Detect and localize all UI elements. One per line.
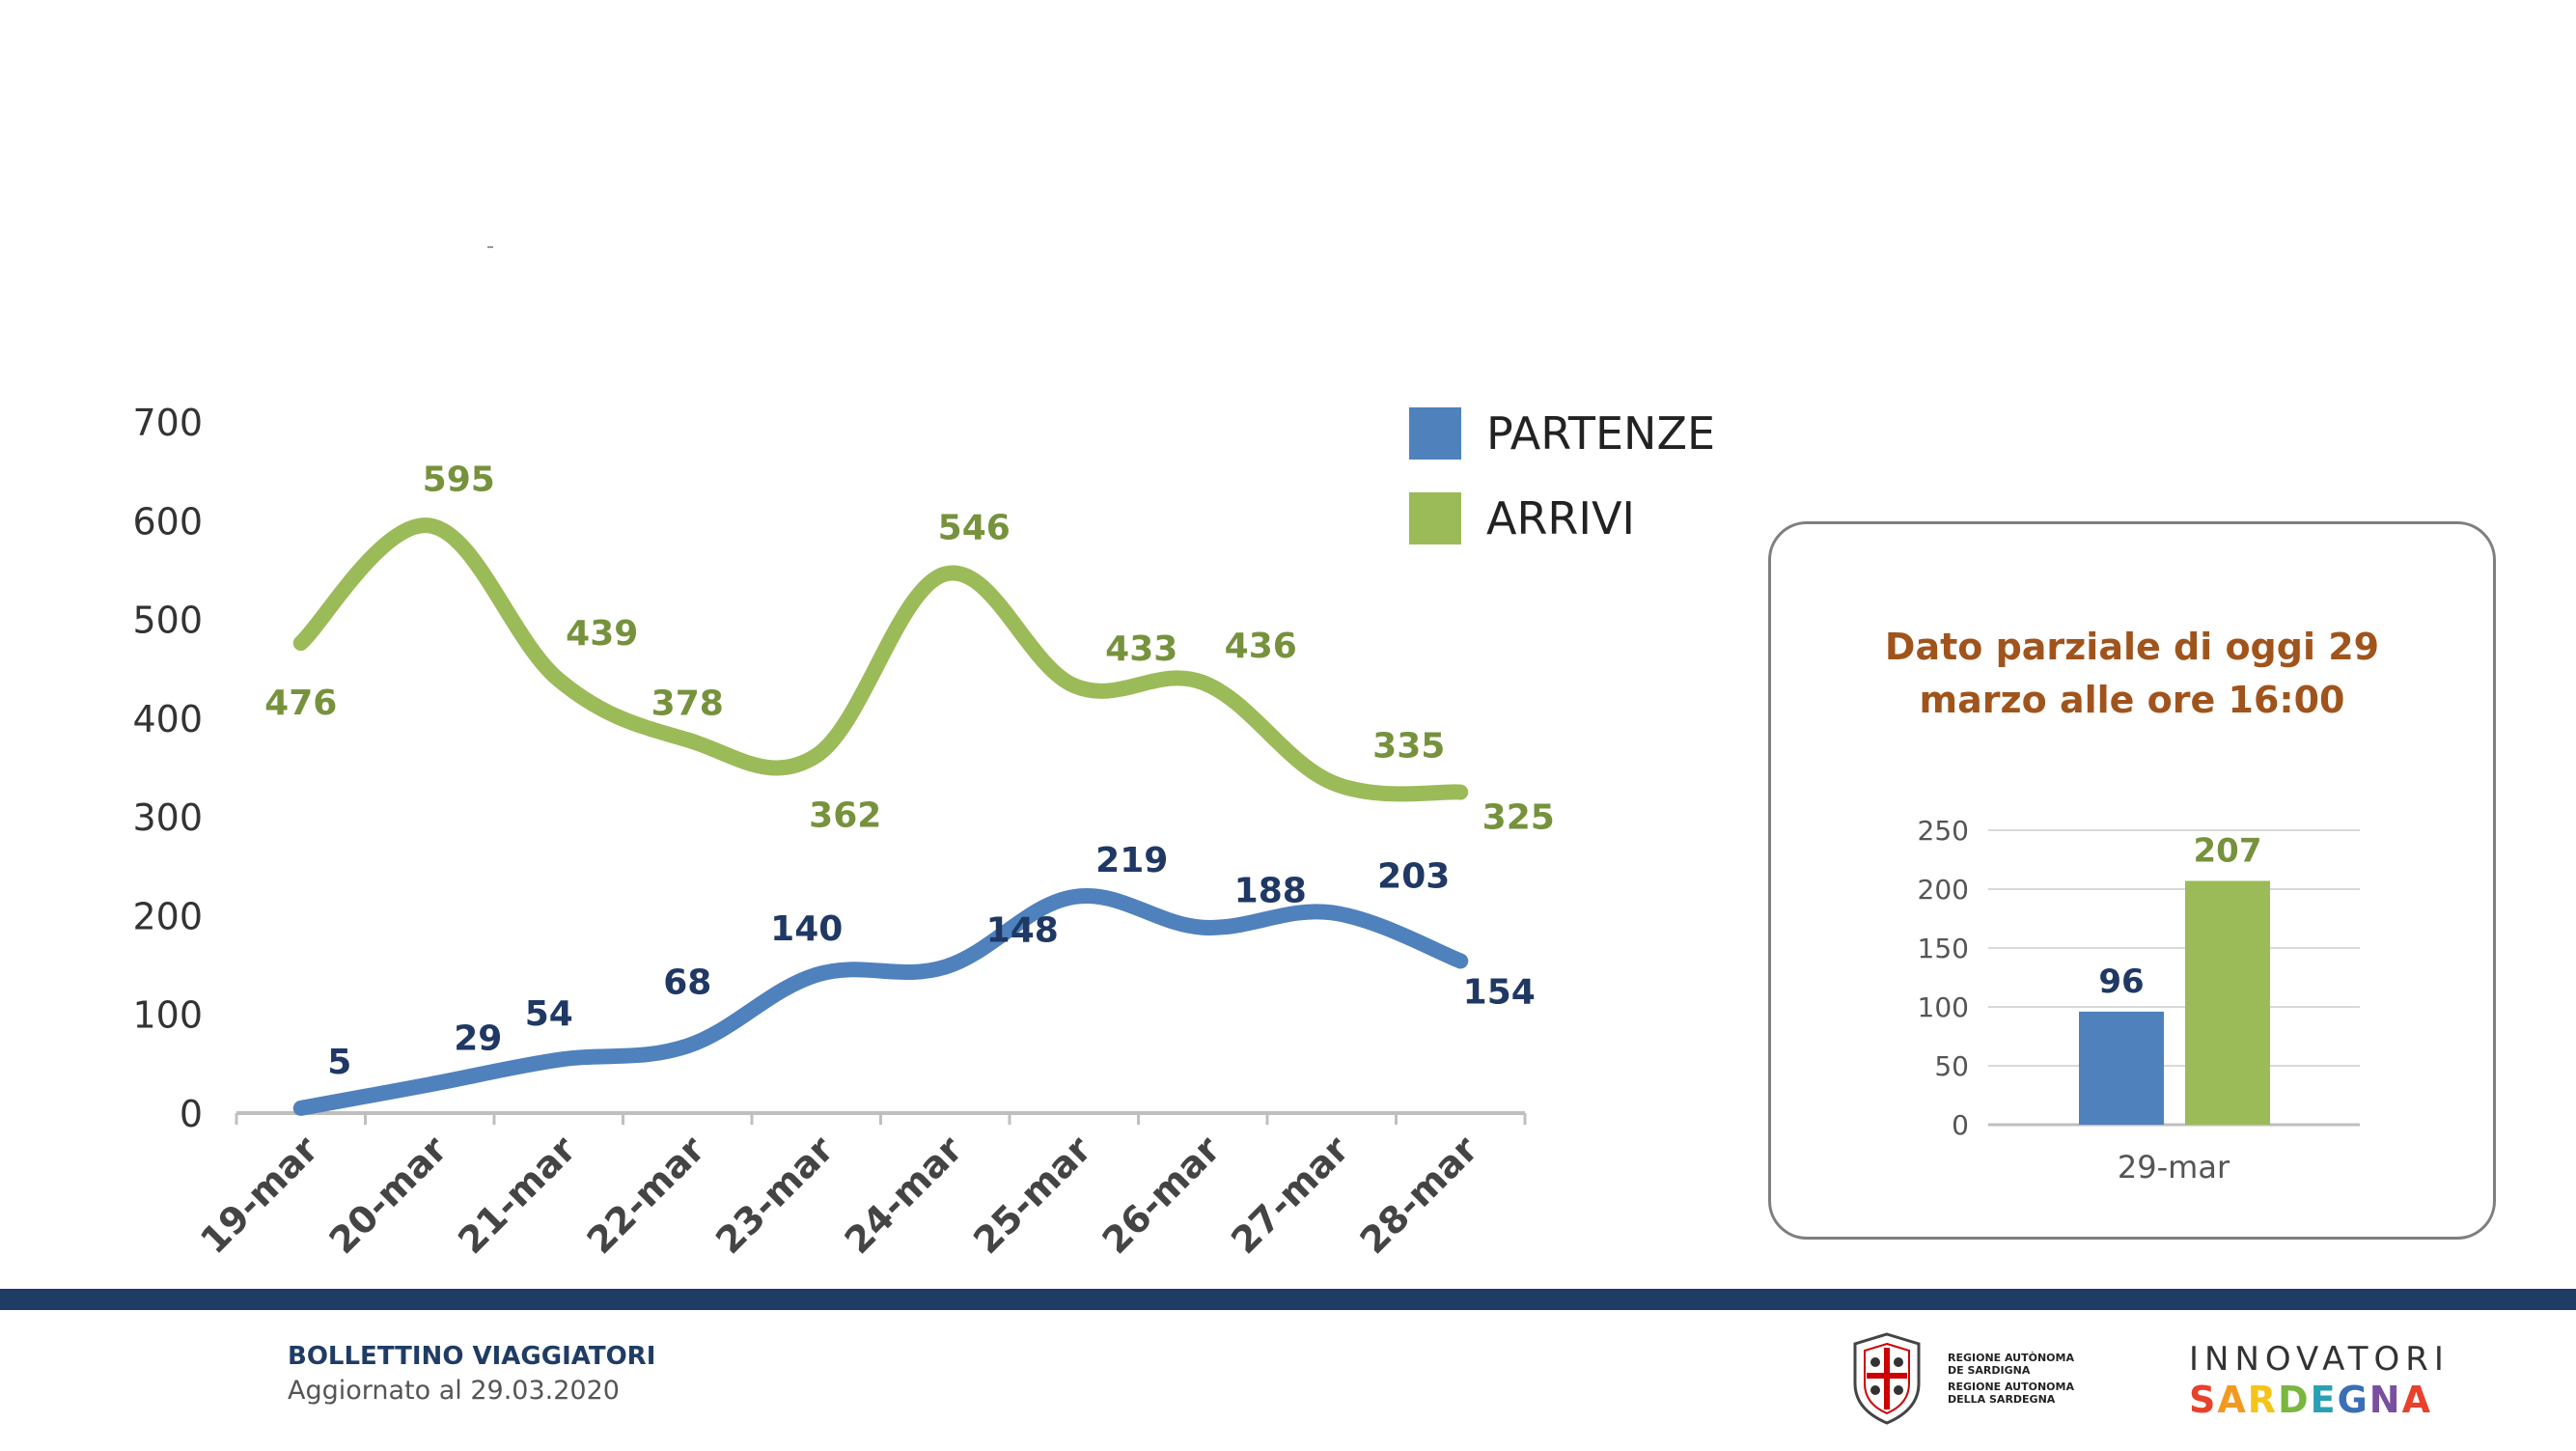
data-label: 219 <box>1095 841 1168 880</box>
data-point <box>814 972 818 977</box>
footer-title: BOLLETTINO VIAGGIATORI <box>288 1342 656 1371</box>
region-name: REGIONE AUTÒNOMA DE SARDIGNA REGIONE AUT… <box>1948 1352 2074 1406</box>
series-line-partenze <box>292 888 1469 1116</box>
y-tick-label: 600 <box>132 500 203 543</box>
data-point <box>298 1105 303 1110</box>
data-point <box>685 738 690 742</box>
footer-divider <box>0 1289 2576 1310</box>
y-tick-label: 400 <box>132 698 203 740</box>
region-line4: DELLA SARDEGNA <box>1948 1393 2056 1406</box>
y-tick-label: 0 <box>180 1093 203 1135</box>
panel-title-line1: Dato parziale di oggi 29 <box>1884 626 2380 668</box>
y-tick-label: 100 <box>132 994 203 1037</box>
region-line3: REGIONE AUTONOMA <box>1948 1381 2074 1393</box>
data-point <box>1458 790 1463 795</box>
bar-label: 207 <box>2194 831 2262 870</box>
y-tick-label: 250 <box>1918 815 1969 847</box>
data-label: 203 <box>1377 856 1450 896</box>
data-label: 68 <box>663 963 711 1002</box>
data-point <box>556 1057 561 1062</box>
data-point <box>428 1082 432 1087</box>
data-label: 476 <box>264 684 337 723</box>
y-tick-label: 100 <box>1918 991 1969 1023</box>
region-line2: DE SARDIGNA <box>1948 1364 2031 1377</box>
innovatori-top: INNOVATORI <box>2189 1340 2450 1379</box>
data-point <box>943 964 948 969</box>
innovatori-letter: N <box>2368 1379 2402 1421</box>
y-tick-label: 200 <box>132 895 203 937</box>
data-label: 188 <box>1234 872 1307 911</box>
region-crest-icon <box>1853 1332 1921 1425</box>
y-tick-label: 50 <box>1934 1050 1969 1082</box>
innovatori-letter: A <box>2401 1379 2433 1421</box>
innovatori-letter: E <box>2310 1379 2338 1421</box>
data-label: 325 <box>1482 798 1555 838</box>
data-point <box>685 1044 690 1048</box>
innovatori-sardegna: SARDEGNA <box>2189 1379 2450 1421</box>
data-label: 436 <box>1225 627 1297 666</box>
data-label: 546 <box>938 509 1011 548</box>
data-label: 378 <box>651 684 724 723</box>
legend-item-partenze: PARTENZE <box>1409 391 1715 476</box>
data-label: 5 <box>327 1043 351 1082</box>
data-point <box>1071 684 1076 688</box>
legend-swatch-arrivi <box>1409 492 1461 544</box>
data-point <box>1071 894 1076 899</box>
innovatori-letter: A <box>2217 1379 2248 1421</box>
bar-label: 96 <box>2098 963 2144 1001</box>
footer-subtitle: Aggiornato al 29.03.2020 <box>288 1376 620 1406</box>
data-point <box>943 572 948 576</box>
innovatori-letter: D <box>2278 1379 2311 1421</box>
y-tick-label: 200 <box>1918 874 1969 906</box>
innovatori-letter: R <box>2247 1379 2279 1421</box>
data-point <box>556 677 561 682</box>
data-point <box>1329 780 1334 785</box>
data-label: 433 <box>1105 629 1177 669</box>
legend-label-partenze: PARTENZE <box>1486 407 1716 460</box>
innovatori-letter: G <box>2337 1379 2369 1421</box>
bar-partenze <box>2079 1011 2164 1125</box>
data-label: 335 <box>1372 726 1445 766</box>
y-tick-label: 300 <box>132 796 203 839</box>
bar-arrivi <box>2185 880 2270 1125</box>
data-point <box>1201 681 1205 685</box>
data-label: 29 <box>454 1018 502 1058</box>
innovatori-logo: INNOVATORI SARDEGNA <box>2189 1340 2450 1421</box>
data-point <box>428 523 432 528</box>
data-label: 154 <box>1463 972 1536 1012</box>
data-label: 362 <box>809 796 881 836</box>
y-tick-label: 500 <box>132 600 203 642</box>
region-line1: REGIONE AUTÒNOMA <box>1948 1352 2074 1364</box>
innovatori-letter: S <box>2189 1379 2218 1421</box>
data-label: 54 <box>525 994 573 1034</box>
data-label: 439 <box>566 614 638 654</box>
data-point <box>1201 925 1205 930</box>
data-point <box>1458 959 1463 963</box>
panel-title-line2: marzo alle ore 16:00 <box>1919 679 2345 721</box>
panel-title: Dato parziale di oggi 29 marzo alle ore … <box>1771 621 2493 727</box>
legend-label-arrivi: ARRIVI <box>1486 492 1635 544</box>
x-tick-label: 29-mar <box>2118 1149 2230 1186</box>
legend-swatch-partenze <box>1409 407 1461 460</box>
legend-item-arrivi: ARRIVI <box>1409 476 1715 561</box>
region-logo: REGIONE AUTÒNOMA DE SARDIGNA REGIONE AUT… <box>1843 1330 2074 1427</box>
data-label: 140 <box>770 909 843 949</box>
y-tick-label: 150 <box>1918 933 1969 964</box>
data-label: 595 <box>423 460 495 499</box>
y-tick-label: 700 <box>132 402 203 444</box>
data-point <box>814 753 818 758</box>
series-line-arrivi <box>292 517 1469 802</box>
data-point <box>1329 910 1334 915</box>
y-tick-label: 0 <box>1952 1109 1969 1141</box>
chart-legend: PARTENZE ARRIVI <box>1409 391 1715 561</box>
data-label: 148 <box>986 911 1059 951</box>
data-point <box>298 641 303 646</box>
